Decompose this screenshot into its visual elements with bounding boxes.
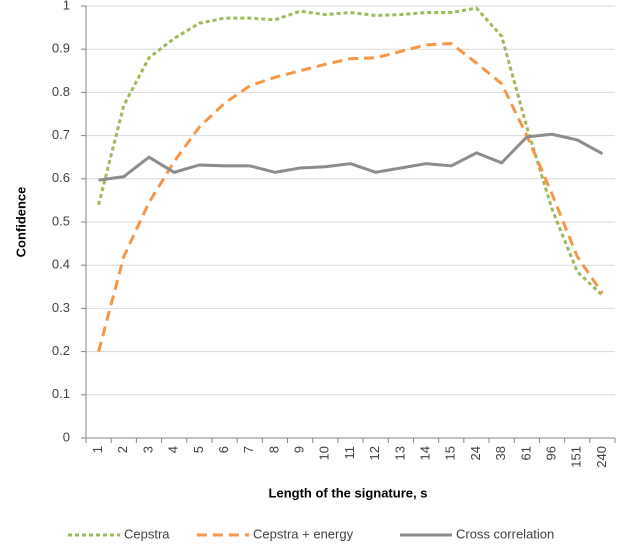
- x-tick-label: 14: [418, 446, 433, 460]
- y-tick-label: 0.5: [52, 213, 70, 228]
- y-tick-label: 0.1: [52, 386, 70, 401]
- x-tick-label: 240: [594, 446, 609, 468]
- x-tick-label: 5: [191, 446, 206, 453]
- line-series: [98, 132, 604, 182]
- y-tick-label: 0: [63, 429, 70, 444]
- y-tick-label: 0.9: [52, 41, 70, 56]
- x-tick-label: 3: [140, 446, 155, 453]
- x-tick-label: 96: [543, 446, 558, 460]
- line-series: [97, 6, 604, 297]
- y-tick-label: 1: [63, 0, 70, 12]
- x-tick-label: 13: [392, 446, 407, 460]
- legend-label: Cepstra + energy: [253, 526, 354, 541]
- legend-label: Cepstra: [124, 526, 170, 541]
- y-tick-label: 0.6: [52, 170, 70, 185]
- x-tick-label: 15: [443, 446, 458, 460]
- x-tick-label: 38: [493, 446, 508, 460]
- y-tick-label: 0.7: [52, 127, 70, 142]
- x-tick-label: 2: [115, 446, 130, 453]
- x-tick-label: 1: [90, 446, 105, 453]
- x-tick-label: 151: [569, 446, 584, 468]
- y-tick-label: 0.2: [52, 343, 70, 358]
- x-tick-label: 24: [468, 446, 483, 460]
- x-tick-label: 8: [266, 446, 281, 453]
- x-tick-label: 6: [216, 446, 231, 453]
- x-tick-label: 12: [367, 446, 382, 460]
- x-tick-label: 10: [317, 446, 332, 460]
- y-tick-label: 0.8: [52, 84, 70, 99]
- y-tick-label: 0.3: [52, 300, 70, 315]
- y-axis-title: Confidence: [13, 187, 28, 258]
- x-tick-label: 61: [518, 446, 533, 460]
- x-axis-title: Length of the signature, s: [269, 485, 428, 500]
- x-tick-label: 4: [166, 446, 181, 453]
- x-tick-label: 7: [241, 446, 256, 453]
- y-tick-label: 0.4: [52, 257, 70, 272]
- line-series: [97, 42, 604, 352]
- legend-label: Cross correlation: [456, 526, 554, 541]
- x-tick-label: 11: [342, 446, 357, 460]
- x-tick-label: 9: [292, 446, 307, 453]
